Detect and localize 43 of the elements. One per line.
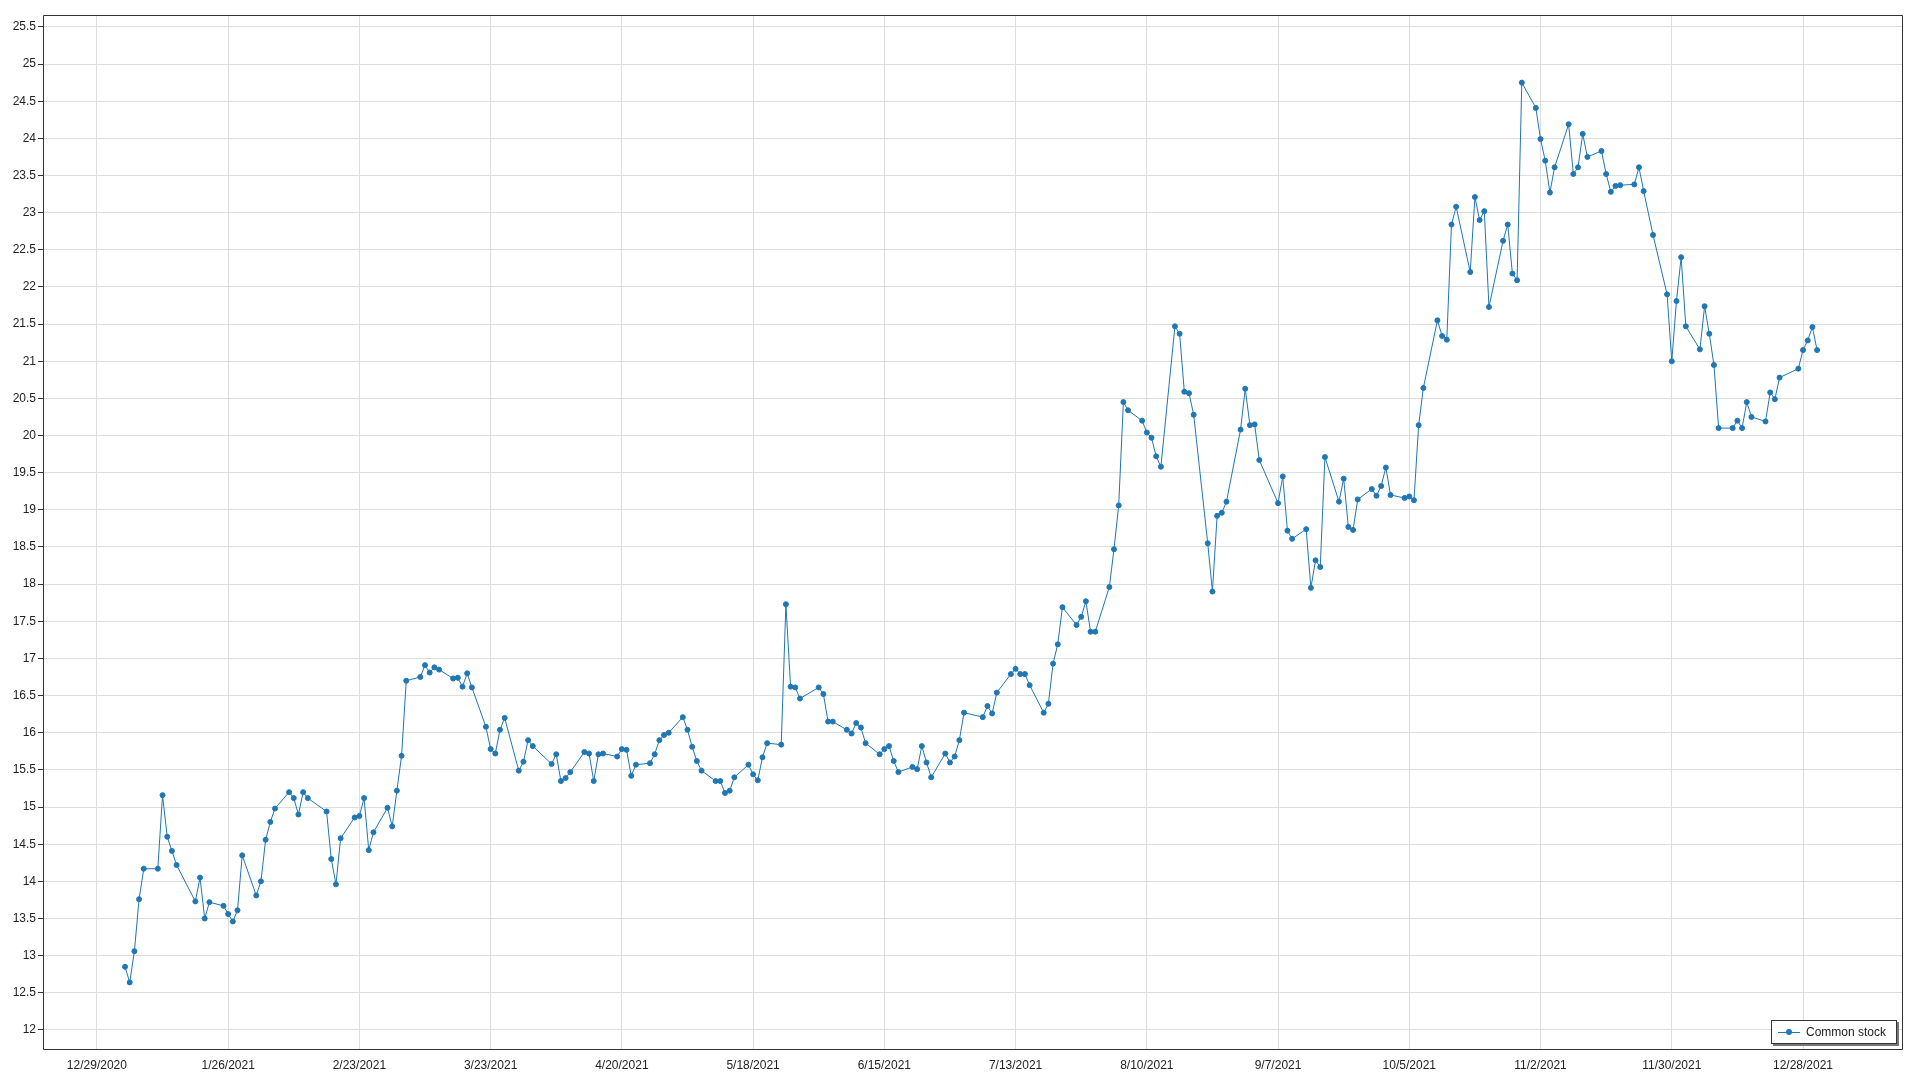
- x-tick-label: 11/30/2021: [1642, 1057, 1702, 1072]
- y-tick-label: 12.5: [12, 985, 37, 1000]
- y-tick-label: 24: [22, 130, 37, 145]
- y-tick-label: 14: [22, 873, 37, 888]
- y-tick-label: 20.5: [12, 390, 37, 405]
- x-tick-label: 4/20/2021: [595, 1057, 649, 1072]
- y-tick-label: 21: [22, 353, 37, 368]
- y-tick-label: 13: [22, 947, 37, 962]
- y-tick-label: 18.5: [12, 539, 37, 554]
- x-tick-label: 12/29/2020: [66, 1057, 128, 1072]
- y-tick-label: 23: [22, 204, 37, 219]
- y-tick-label: 23.5: [12, 167, 37, 182]
- y-tick-label: 17: [22, 650, 37, 665]
- x-tick-label: 7/13/2021: [988, 1057, 1043, 1072]
- y-tick-label: 22: [22, 279, 37, 294]
- x-tick-label: 9/7/2021: [1254, 1057, 1302, 1072]
- x-tick-label: 2/23/2021: [332, 1057, 387, 1072]
- y-tick-label: 15.5: [12, 762, 37, 777]
- y-tick-label: 22.5: [12, 242, 37, 257]
- x-tick-label: 6/15/2021: [857, 1057, 912, 1072]
- y-tick-label: 16.5: [12, 687, 37, 702]
- y-tick-label: 12: [22, 1022, 37, 1037]
- x-tick-label: 3/23/2021: [463, 1057, 518, 1072]
- y-tick-label: 21.5: [12, 316, 37, 331]
- y-tick-label: 13.5: [12, 910, 37, 925]
- y-tick-label: 15: [22, 799, 37, 814]
- y-tick-label: 16: [22, 725, 37, 740]
- y-tick-label: 25: [22, 56, 37, 71]
- y-tick-label: 25.5: [12, 19, 37, 34]
- x-tick-label: 10/5/2021: [1382, 1057, 1437, 1072]
- x-tick-label: 1/26/2021: [201, 1057, 256, 1072]
- x-tick-label: 12/28/2021: [1772, 1057, 1834, 1072]
- legend-label: Common stock: [1805, 1025, 1886, 1039]
- y-tick-label: 24.5: [12, 93, 37, 108]
- x-tick-label: 8/10/2021: [1120, 1057, 1174, 1072]
- y-tick-label: 14.5: [12, 836, 37, 851]
- y-tick-label: 18: [22, 576, 37, 591]
- x-tick-label: 11/2/2021: [1514, 1057, 1568, 1072]
- y-tick-label: 19.5: [12, 465, 37, 479]
- y-tick-label: 17.5: [12, 613, 37, 628]
- x-tick-label: 5/18/2021: [726, 1057, 781, 1072]
- y-tick-label: 19: [22, 502, 37, 517]
- y-tick-label: 20: [22, 427, 37, 442]
